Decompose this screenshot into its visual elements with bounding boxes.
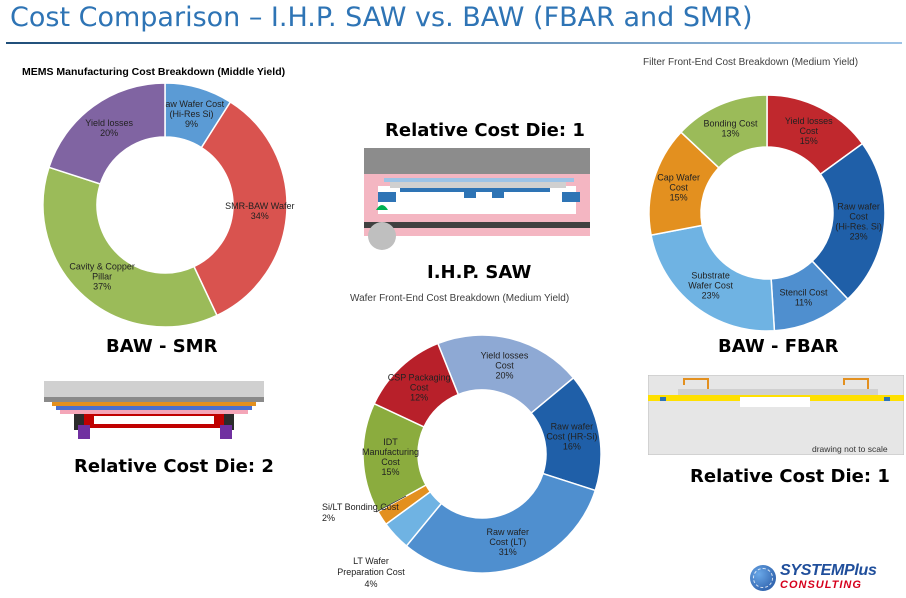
smr-cross-section-drawing	[44, 381, 264, 439]
wafer-chart-title: Wafer Front-End Cost Breakdown (Medium Y…	[350, 293, 570, 304]
smr-relative-cost-label: Relative Cost Die: 2	[74, 456, 274, 477]
slice-label: CSP Packaging Cost 12%	[388, 372, 451, 402]
smr-cost-donut-chart: Raw Wafer Cost (Hi-Res Si) 9% SMR-BAW Wafer…	[42, 82, 294, 328]
slice-label: IDT Manufacturing Cost 15%	[362, 437, 419, 477]
slice-label: Yield losses 20%	[85, 118, 133, 138]
fbar-cross-section-drawing	[648, 375, 904, 455]
bonding-leader-line	[375, 495, 407, 513]
logo-text-line2: CONSULTING	[780, 579, 862, 591]
donut-slice	[405, 472, 597, 574]
donut-slice	[42, 166, 218, 328]
title-divider	[6, 42, 902, 44]
slice-label: Yield losses Cost 20%	[481, 350, 529, 380]
fbar-cost-donut-chart: Yield losses Cost 15% Raw wafer Cost (Hi-Res.…	[648, 94, 886, 332]
saw-relative-cost-label: Relative Cost Die: 1	[385, 120, 585, 141]
systemplus-logo: SYSTEMPlus CONSULTING	[750, 562, 900, 594]
fbar-relative-cost-label: Relative Cost Die: 1	[690, 466, 890, 487]
wafer-label-lt-prep: LT Wafer Preparation Cost 4%	[337, 556, 405, 589]
fbar-chart-title: Filter Front-End Cost Breakdown (Medium …	[643, 57, 859, 68]
wafer-label-bonding: Si/LT Bonding Cost 2%	[322, 502, 399, 524]
slice-label: Raw Wafer Cost (Hi-Res Si) 9%	[159, 99, 225, 129]
page-title: Cost Comparison – I.H.P. SAW vs. BAW (FB…	[10, 2, 753, 33]
wafer-cost-donut-chart: Yield losses Cost 20% Raw wafer Cost (HR-Si)…	[362, 334, 602, 574]
slice-label: Yield losses Cost 15%	[785, 116, 833, 146]
slice-label: Raw wafer Cost (HR-Si) 16%	[546, 422, 597, 452]
globe-icon	[750, 565, 776, 591]
donut-slice	[48, 82, 166, 185]
slice-label: Raw wafer Cost (Hi-Res. Si) 23%	[835, 202, 882, 242]
drawing-scale-note: drawing not to scale	[812, 444, 888, 454]
logo-text-line1: SYSTEMPlus	[780, 562, 877, 579]
slice-label: Raw wafer Cost (LT) 31%	[487, 527, 530, 557]
slice-label: Cap Wafer Cost 15%	[657, 172, 700, 202]
slice-label: Cavity & Copper Pillar 37%	[69, 261, 135, 291]
baw-fbar-label: BAW - FBAR	[718, 336, 839, 357]
ihp-saw-label: I.H.P. SAW	[427, 262, 532, 283]
smr-chart-title: MEMS Manufacturing Cost Breakdown (Middl…	[22, 66, 286, 78]
donut-slice	[373, 342, 460, 428]
slice-label: Stencil Cost 11%	[780, 287, 829, 307]
donut-slice	[679, 94, 768, 169]
baw-smr-label: BAW - SMR	[106, 336, 218, 357]
slice-label: SMR-BAW Wafer 34%	[225, 201, 294, 221]
saw-cross-section-drawing	[364, 148, 590, 250]
slice-label: Substrate Wafer Cost 23%	[688, 271, 733, 301]
donut-slice	[192, 100, 288, 317]
slice-label: Bonding Cost 13%	[703, 119, 758, 139]
